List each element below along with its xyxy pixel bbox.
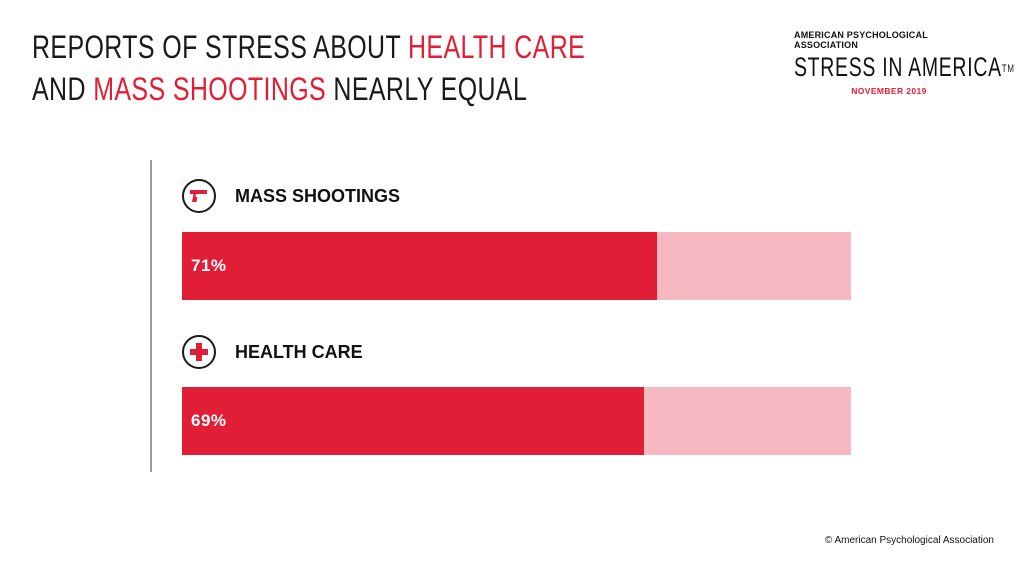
category-label: HEALTH CARE — [235, 341, 363, 362]
brand-org: AMERICAN PSYCHOLOGICAL ASSOCIATION — [794, 30, 928, 50]
brand-date: NOVEMBER 2019 — [851, 86, 927, 96]
brand-name: STRESS IN AMERICATM — [794, 52, 1014, 82]
category-row-health-care: HEALTH CARE — [182, 334, 363, 370]
brand-block: AMERICAN PSYCHOLOGICAL ASSOCIATION STRES… — [794, 30, 1014, 96]
medical-cross-icon — [182, 335, 216, 369]
bar-value-label: 69% — [191, 411, 227, 430]
category-row-mass-shootings: MASS SHOOTINGS — [182, 178, 400, 214]
trademark: TM — [1001, 63, 1015, 75]
brand-name-text: STRESS IN AMERICA — [794, 52, 1002, 82]
page-title: REPORTS OF STRESS ABOUT HEALTH CARE AND … — [32, 26, 585, 110]
title-text: AND — [32, 71, 94, 107]
title-text: REPORTS OF STRESS ABOUT — [32, 29, 408, 65]
title-line-2: AND MASS SHOOTINGS NEARLY EQUAL — [32, 68, 585, 110]
title-highlight: MASS SHOOTINGS — [93, 71, 327, 107]
copyright-notice: © American Psychological Association — [824, 535, 994, 546]
bar-track-mass-shootings: 71% — [182, 232, 851, 300]
title-line-1: REPORTS OF STRESS ABOUT HEALTH CARE — [32, 26, 585, 68]
category-label: MASS SHOOTINGS — [235, 185, 401, 206]
gun-icon — [182, 179, 216, 213]
bar-value-label: 71% — [191, 256, 227, 275]
bar-health-care — [182, 387, 644, 455]
title-highlight: HEALTH CARE — [407, 29, 586, 65]
axis-line — [150, 160, 152, 472]
bar-track-health-care: 69% — [182, 387, 851, 455]
bar-mass-shootings — [182, 232, 657, 300]
title-text: NEARLY EQUAL — [326, 71, 528, 107]
